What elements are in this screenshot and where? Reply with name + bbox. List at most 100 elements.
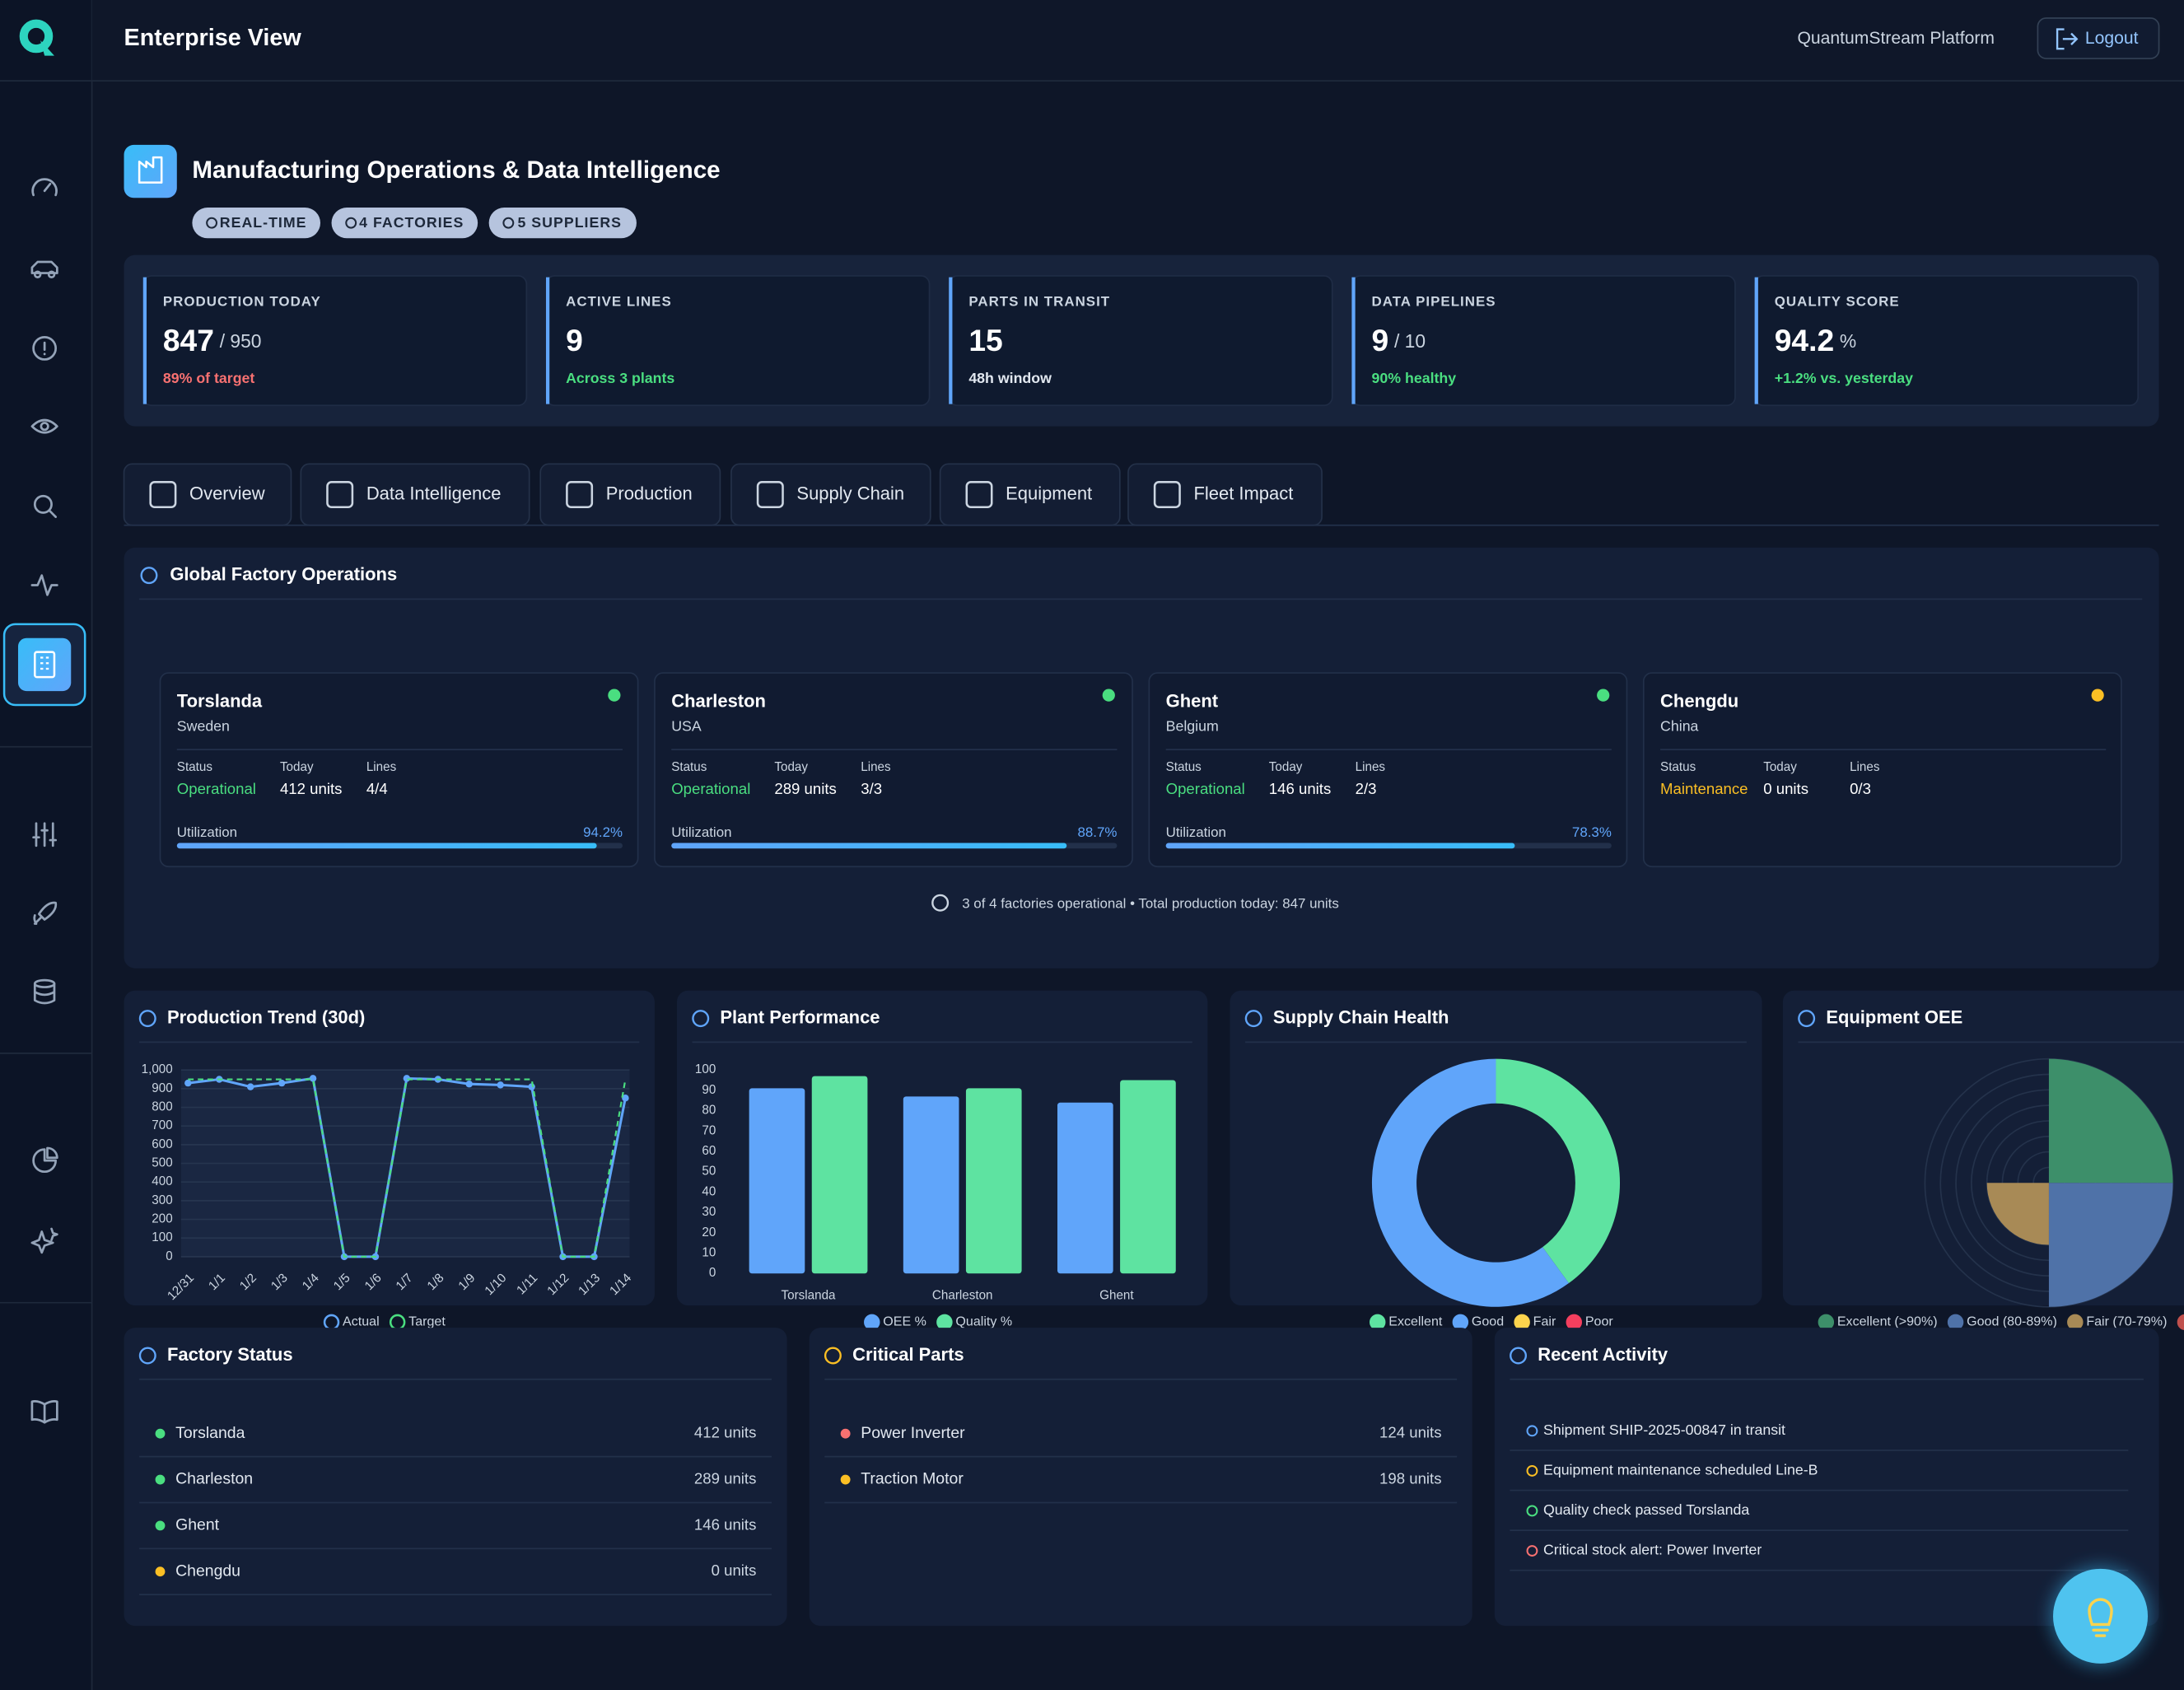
nav-data-part[interactable] (33, 982, 56, 1005)
nav-monitor[interactable] (30, 418, 58, 434)
y-tick-label: 90 (702, 1083, 716, 1097)
nav-docs-part[interactable] (30, 1400, 58, 1424)
legend-swatch (1566, 1314, 1583, 1331)
tab-label[interactable]: Fleet Impact (1193, 483, 1293, 503)
tab-icon (566, 481, 594, 509)
platform-name: QuantumStream Platform (1797, 29, 1994, 48)
page-title: Enterprise View (124, 25, 302, 51)
nav-launch[interactable] (33, 901, 58, 925)
y-tick-label: 100 (152, 1230, 172, 1244)
row-name: Traction Motor (861, 1470, 964, 1488)
nav-docs[interactable] (30, 1400, 58, 1424)
nav-fleet[interactable] (30, 260, 58, 278)
nav-monitor-part[interactable] (30, 418, 58, 434)
nav-search-part[interactable] (33, 494, 53, 514)
help-button[interactable] (2050, 1566, 2151, 1667)
nav-activity-part[interactable] (30, 574, 58, 596)
nav-analytics-part[interactable] (32, 1146, 58, 1174)
field-value: 412 units (280, 780, 342, 797)
kpi-note: Across 3 plants (566, 370, 674, 386)
nav-dashboard-part[interactable] (31, 178, 58, 197)
field-value: 4/4 (366, 780, 388, 797)
y-tick-label: 700 (152, 1118, 172, 1132)
list-panel (124, 1328, 787, 1627)
nav-alerts[interactable] (32, 336, 58, 361)
status-dot (840, 1428, 851, 1439)
field-label: Lines (861, 760, 891, 774)
field-value: Operational (177, 780, 256, 797)
footer-note: 3 of 4 factories operational • Total pro… (962, 895, 1339, 911)
row-value: 124 units (1379, 1424, 1441, 1441)
tab-label[interactable]: Equipment (1006, 483, 1092, 503)
utilization-label: 78.3% (1572, 824, 1612, 840)
nav-monitor-part[interactable] (40, 422, 49, 432)
activity-text: Critical stock alert: Power Inverter (1543, 1542, 1762, 1558)
donut-segment (1496, 1058, 1621, 1284)
nav-enterprise[interactable] (2, 623, 86, 707)
bar (749, 1088, 805, 1274)
panel-title: Factory Status (167, 1344, 293, 1365)
data-point (403, 1075, 411, 1082)
nav-ai[interactable] (30, 1227, 58, 1254)
nav-enterprise-part[interactable] (40, 656, 49, 670)
kpi-number: 847 (163, 323, 214, 357)
nav-fleet-part[interactable] (33, 270, 42, 278)
nav-fleet-part[interactable] (30, 260, 58, 274)
panel-icon (1510, 1347, 1528, 1365)
nav-dashboard-part[interactable] (43, 182, 52, 193)
hero-icon-part (138, 156, 163, 184)
field-value: 0/3 (1850, 780, 1871, 797)
help-button-part[interactable] (2088, 1598, 2113, 1637)
kpi-number: 9 (1372, 323, 1389, 357)
data-point (622, 1094, 629, 1102)
nav-search[interactable] (33, 494, 58, 518)
nav-dashboard[interactable] (31, 178, 58, 197)
nav-enterprise-part[interactable] (17, 637, 72, 692)
nav-data[interactable] (33, 978, 56, 1005)
nav-launch-part[interactable] (33, 901, 58, 925)
nav-fleet-part[interactable] (47, 270, 56, 278)
logout-button[interactable] (2037, 17, 2160, 59)
nav-search-part[interactable] (49, 510, 58, 518)
logout-label[interactable]: Logout (2085, 29, 2139, 48)
nav-ai-part[interactable] (30, 1227, 58, 1254)
list-panel (1494, 1328, 2159, 1627)
field-value: 289 units (774, 780, 836, 797)
donut-segment (1371, 1058, 1569, 1307)
hero-icon-part (124, 144, 177, 198)
badge-icon (502, 217, 515, 229)
tab-label[interactable]: Production (606, 483, 693, 503)
polar-wedge (2048, 1058, 2173, 1183)
factory-name: Ghent (1166, 690, 1219, 711)
globe-icon (931, 894, 950, 912)
badge (331, 208, 478, 239)
nav-analytics[interactable] (32, 1146, 58, 1174)
tab-label[interactable]: Data Intelligence (366, 483, 502, 503)
field-label: Lines (1850, 760, 1880, 774)
field-value: Maintenance (1660, 780, 1748, 797)
kpi-number: 94.2 (1775, 323, 1834, 357)
kpi-value: 94.2% (1775, 323, 1856, 357)
nav-settings-part[interactable] (32, 822, 58, 847)
legend-swatch (1452, 1314, 1469, 1331)
nav-alerts-part[interactable] (32, 336, 58, 361)
legend-swatch (2177, 1314, 2184, 1331)
nav-settings[interactable] (32, 822, 58, 847)
factory-card (1642, 672, 2122, 868)
nav-activity[interactable] (30, 574, 58, 596)
kpi-note: 48h window (968, 370, 1052, 386)
x-tick-label: Charleston (932, 1288, 993, 1302)
tab-label[interactable]: Supply Chain (796, 483, 904, 503)
tab-label[interactable]: Overview (189, 483, 265, 503)
badge-icon (206, 217, 218, 229)
help-button-part[interactable] (2053, 1568, 2149, 1664)
data-point (184, 1079, 192, 1087)
field-value: 2/3 (1356, 780, 1377, 797)
row-value: 146 units (694, 1515, 756, 1533)
nav-enterprise-part[interactable] (34, 651, 56, 679)
kpi-value: 847 / 950 (163, 323, 262, 357)
field-label: Status (1660, 760, 1696, 774)
y-tick-label: 80 (702, 1104, 716, 1118)
